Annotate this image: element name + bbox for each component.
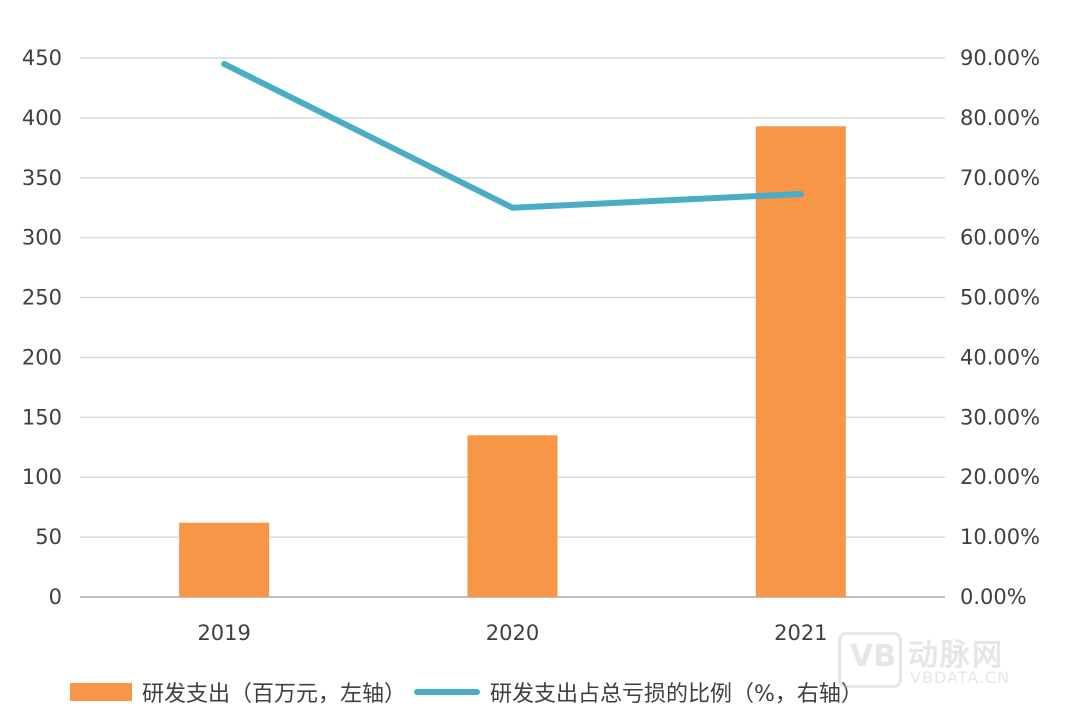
x-tick-label: 2021 (774, 621, 827, 645)
left-tick-label: 200 (22, 345, 62, 369)
watermark-text-cn: 动脉网 (908, 638, 1004, 673)
left-tick-label: 350 (22, 166, 62, 190)
legend: 研发支出（百万元，左轴） 研发支出占总亏损的比例（%，右轴） (70, 676, 871, 708)
right-tick-label: 30.00% (960, 405, 1040, 429)
right-tick-label: 60.00% (960, 226, 1040, 250)
right-tick-label: 80.00% (960, 106, 1040, 130)
line-point-2019 (223, 63, 225, 65)
bar-series (179, 126, 846, 598)
right-axis-ticks: 0.00% 10.00% 20.00% 30.00% 40.00% 50.00% 60.00… (960, 46, 1040, 609)
right-tick-label: 20.00% (960, 465, 1040, 489)
ratio-line (221, 60, 804, 211)
left-tick-label: 300 (22, 226, 62, 250)
legend-item-line: 研发支出占总亏损的比例（%，右轴） (414, 676, 863, 708)
watermark-logo-icon: VB (838, 632, 902, 688)
left-tick-label: 50 (35, 525, 62, 549)
watermark: VB 动脉网 VBDATA.CN (838, 628, 1048, 688)
bar-2020 (467, 435, 558, 597)
left-tick-label: 450 (22, 46, 62, 70)
left-tick-label: 100 (22, 465, 62, 489)
right-tick-label: 10.00% (960, 525, 1040, 549)
legend-item-bar: 研发支出（百万元，左轴） (70, 676, 406, 708)
legend-swatch-bar (70, 683, 132, 701)
line-point-2020 (512, 207, 513, 209)
bar-2021 (755, 126, 846, 598)
right-tick-label: 0.00% (960, 585, 1027, 609)
left-tick-label: 0 (49, 585, 62, 609)
x-tick-label: 2019 (197, 621, 250, 645)
x-tick-label: 2020 (486, 621, 539, 645)
right-tick-label: 50.00% (960, 286, 1040, 310)
left-tick-label: 400 (22, 106, 62, 130)
x-axis-ticks: 2019 2020 2021 (197, 621, 827, 645)
right-tick-label: 70.00% (960, 166, 1040, 190)
legend-label-bar: 研发支出（百万元，左轴） (142, 682, 407, 707)
watermark-text-en: VBDATA.CN (910, 668, 1011, 687)
right-tick-label: 90.00% (960, 46, 1040, 70)
left-tick-label: 250 (22, 286, 62, 310)
line-series (221, 60, 804, 211)
left-tick-label: 150 (22, 405, 62, 429)
legend-swatch-line (414, 689, 481, 695)
bar-2019 (179, 522, 270, 597)
left-axis-ticks: 0 50 100 150 200 250 300 350 400 450 (22, 46, 62, 609)
right-tick-label: 40.00% (960, 345, 1040, 369)
legend-label-line: 研发支出占总亏损的比例（%，右轴） (490, 682, 863, 707)
line-point-2021 (800, 193, 802, 195)
